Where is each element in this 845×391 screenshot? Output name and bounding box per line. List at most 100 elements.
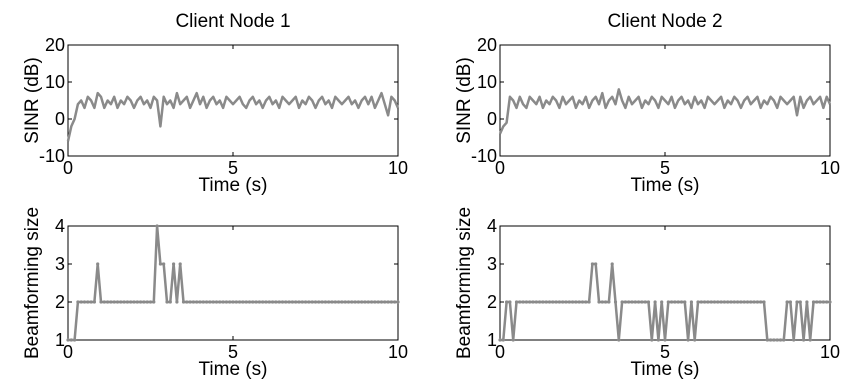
- x-tick-label: 5: [660, 342, 670, 362]
- data-point: [267, 300, 271, 304]
- data-point: [178, 262, 182, 266]
- data-point: [795, 300, 799, 304]
- data-point: [89, 300, 93, 304]
- chart-title: Client Node 2: [607, 11, 722, 32]
- data-point: [802, 338, 806, 342]
- data-point: [805, 300, 809, 304]
- data-point: [749, 300, 753, 304]
- data-point: [587, 300, 591, 304]
- data-point: [571, 300, 575, 304]
- data-point: [201, 300, 205, 304]
- x-tick-label: 0: [63, 342, 73, 362]
- data-point: [99, 300, 103, 304]
- plot-frame: [499, 225, 831, 341]
- data-point: [498, 338, 502, 342]
- data-point: [755, 300, 760, 304]
- data-point: [574, 300, 578, 304]
- data-point: [577, 300, 581, 304]
- data-point: [323, 300, 327, 304]
- data-point: [294, 300, 298, 304]
- x-axis-label: Time (s): [631, 359, 700, 380]
- data-point: [699, 300, 703, 304]
- data-point: [534, 300, 538, 304]
- data-point: [521, 300, 525, 304]
- data-point: [122, 300, 126, 304]
- data-point: [287, 300, 291, 304]
- data-point: [102, 300, 106, 304]
- data-point: [109, 300, 113, 304]
- y-axis-label: Beamforming size: [22, 207, 43, 359]
- data-point: [290, 300, 294, 304]
- data-point: [79, 300, 83, 304]
- data-point: [798, 300, 802, 304]
- data-point: [646, 300, 651, 304]
- data-point: [528, 300, 532, 304]
- data-point: [343, 300, 347, 304]
- data-point: [386, 300, 390, 304]
- data-point: [257, 300, 261, 304]
- data-point: [175, 300, 179, 304]
- data-point: [514, 300, 519, 304]
- data-point: [307, 300, 311, 304]
- data-point: [580, 300, 585, 304]
- data-point: [119, 300, 123, 304]
- x-axis-label: Time (s): [199, 175, 268, 196]
- data-point: [142, 300, 146, 304]
- series-line: [498, 88, 832, 135]
- data-point: [653, 300, 657, 304]
- x-axis-label: Time (s): [631, 175, 700, 196]
- data-point: [792, 338, 796, 342]
- x-axis-label: Time (s): [199, 359, 268, 380]
- data-point: [376, 300, 380, 304]
- data-point: [637, 300, 641, 304]
- data-point: [185, 300, 189, 304]
- data-point: [112, 300, 116, 304]
- data-point: [172, 262, 176, 266]
- data-point: [716, 300, 720, 304]
- data-point: [224, 300, 228, 304]
- y-axis-label: Beamforming size: [454, 207, 475, 359]
- y-tick-label: -10: [39, 146, 65, 166]
- data-point: [676, 300, 680, 304]
- data-point: [261, 300, 265, 304]
- data-point: [782, 338, 786, 342]
- plot-frame: [67, 225, 399, 341]
- data-point: [145, 300, 149, 304]
- data-point: [214, 300, 219, 304]
- data-point: [541, 300, 545, 304]
- data-point: [561, 300, 565, 304]
- data-point: [158, 262, 162, 266]
- data-point: [340, 300, 344, 304]
- data-point: [264, 300, 268, 304]
- data-point: [277, 300, 281, 304]
- y-tick-label: 2: [55, 292, 65, 312]
- y-tick-label: 4: [55, 216, 65, 236]
- data-point: [106, 300, 110, 304]
- data-point: [501, 338, 505, 342]
- data-point: [181, 300, 186, 304]
- data-point: [788, 300, 793, 304]
- data-point: [656, 338, 661, 342]
- data-point: [383, 300, 387, 304]
- data-point: [584, 300, 588, 304]
- data-point: [742, 300, 746, 304]
- data-point: [353, 300, 357, 304]
- data-point: [244, 300, 248, 304]
- data-point: [627, 300, 631, 304]
- data-point: [115, 300, 120, 304]
- data-point: [739, 300, 743, 304]
- data-point: [66, 338, 70, 342]
- data-point: [304, 300, 308, 304]
- data-point: [238, 300, 242, 304]
- x-tick-label: 5: [228, 158, 238, 178]
- data-point: [165, 300, 169, 304]
- data-point: [633, 300, 637, 304]
- data-point: [379, 300, 384, 304]
- data-point: [320, 300, 324, 304]
- data-point: [234, 300, 238, 304]
- data-point: [696, 300, 700, 304]
- data-point: [736, 300, 740, 304]
- data-point: [396, 300, 400, 304]
- x-tick-label: 5: [228, 342, 238, 362]
